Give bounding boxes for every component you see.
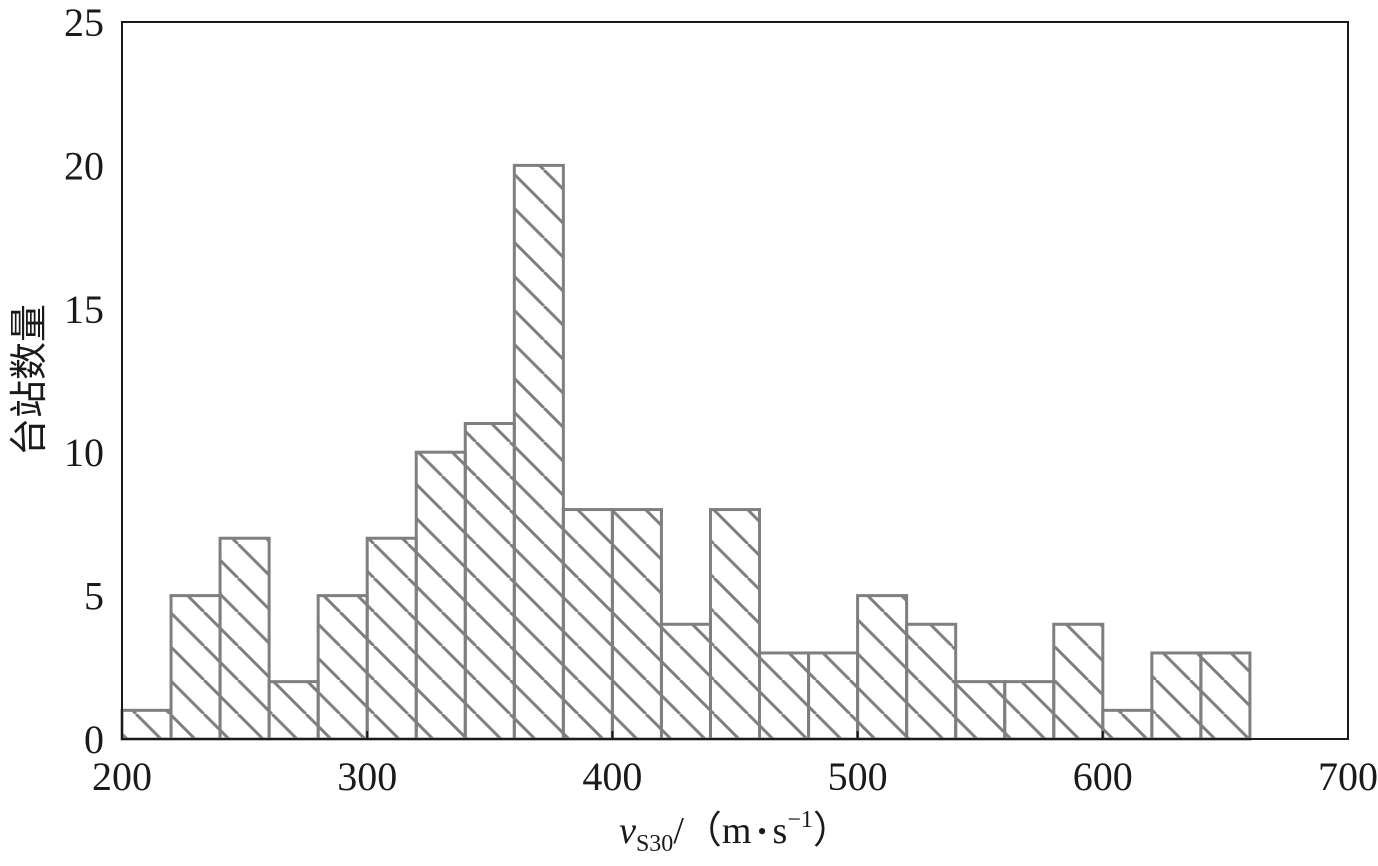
x-axis-label-unit-s: s — [773, 810, 788, 852]
y-tick-label: 25 — [64, 0, 104, 45]
bars-group — [120, 163, 1252, 741]
x-axis-label-var: v — [619, 810, 636, 852]
histogram-bar — [1150, 651, 1203, 741]
histogram-bar — [120, 708, 173, 741]
y-tick-label: 20 — [64, 143, 104, 188]
x-axis-label-unit-close: ） — [813, 810, 851, 852]
x-tick-label: 700 — [1318, 754, 1378, 799]
histogram-bar — [267, 680, 320, 741]
y-tick-label: 10 — [64, 430, 104, 475]
histogram-bar — [954, 680, 1007, 741]
x-tick-label: 500 — [828, 754, 888, 799]
histogram-bar — [316, 594, 369, 741]
histogram-bar — [659, 622, 712, 741]
y-axis-label: 台站数量 — [9, 304, 51, 456]
histogram-bar — [365, 536, 418, 741]
x-tick-label: 200 — [92, 754, 152, 799]
y-tick-label: 5 — [84, 574, 104, 619]
histogram-bar — [169, 594, 222, 741]
x-tick-label: 600 — [1073, 754, 1133, 799]
x-axis-label-unit-open: /（m — [673, 810, 751, 852]
histogram-bar — [856, 594, 909, 741]
histogram-bar — [1003, 680, 1056, 741]
histogram-bar — [512, 163, 565, 741]
histogram-bar — [561, 508, 614, 741]
histogram-bar — [1199, 651, 1252, 741]
histogram-bar — [610, 508, 663, 741]
histogram-bar — [1052, 622, 1105, 741]
histogram-bar — [218, 536, 271, 741]
x-axis-label-sub: S30 — [636, 831, 673, 857]
histogram-bar — [758, 651, 811, 741]
x-axis-label: vS30/（m • s−1） — [619, 807, 851, 857]
x-axis-ticks: 200 300 400 500 600 700 — [92, 731, 1378, 799]
x-axis-label-sup: −1 — [787, 807, 813, 833]
x-tick-label: 400 — [582, 754, 642, 799]
x-axis-label-dot: • — [757, 817, 766, 846]
histogram-bar — [905, 622, 958, 741]
histogram-bar — [807, 651, 860, 741]
y-tick-label: 15 — [64, 287, 104, 332]
y-axis-ticks: 0 5 10 15 20 25 — [64, 0, 104, 762]
histogram-bar — [1101, 708, 1154, 741]
histogram-bar — [463, 422, 516, 741]
y-tick-label: 0 — [84, 717, 104, 762]
plot-frame — [121, 21, 1349, 740]
histogram-bar — [414, 450, 467, 741]
x-tick-label: 300 — [337, 754, 397, 799]
histogram-bar — [708, 508, 762, 741]
